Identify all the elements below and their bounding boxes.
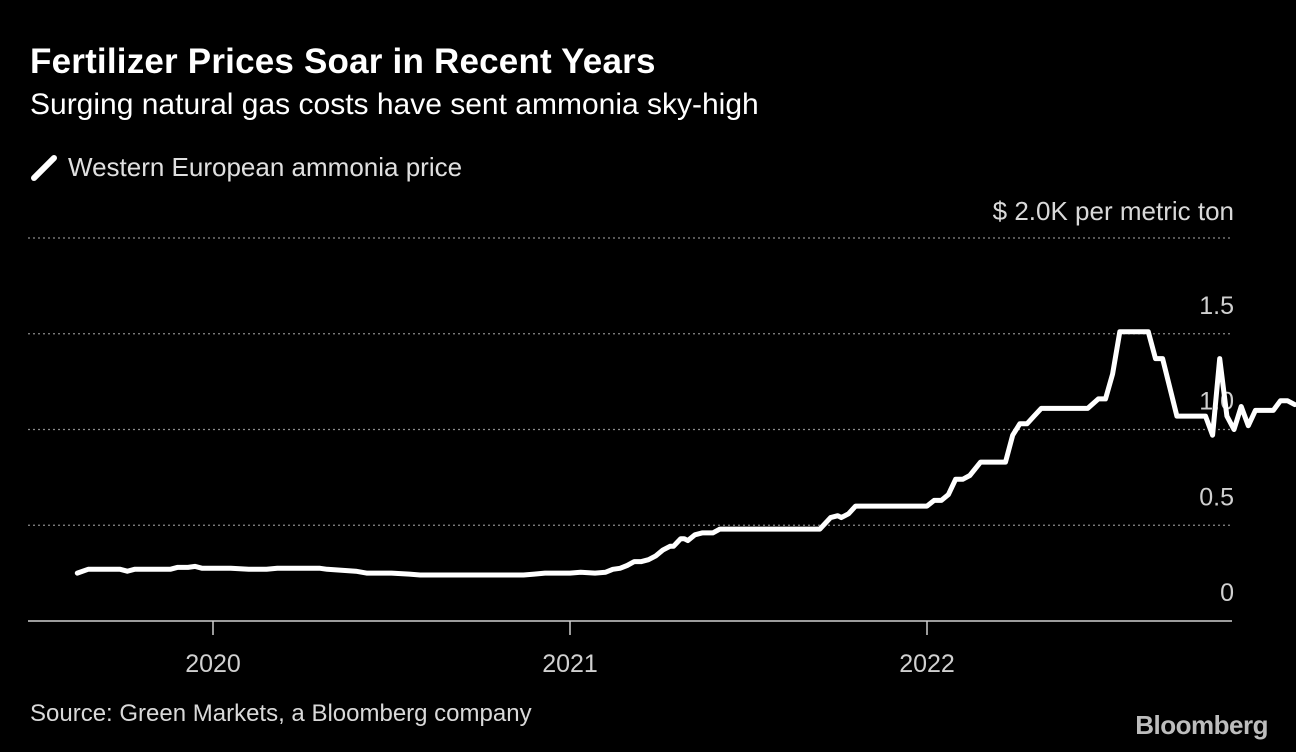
series-line bbox=[74, 329, 1296, 578]
legend: Western European ammonia price bbox=[30, 152, 462, 183]
source-note: Source: Green Markets, a Bloomberg compa… bbox=[30, 700, 532, 727]
x-tick-label: 2021 bbox=[542, 650, 598, 678]
y-tick-label: 0 bbox=[1220, 579, 1234, 607]
line-icon bbox=[31, 154, 57, 181]
x-tick-label: 2022 bbox=[899, 650, 955, 678]
x-tick-label: 2020 bbox=[185, 650, 241, 678]
legend-label: Western European ammonia price bbox=[68, 152, 463, 182]
chart-title: Fertilizer Prices Soar in Recent Years bbox=[30, 42, 656, 81]
chart-subtitle: Surging natural gas costs have sent ammo… bbox=[30, 88, 759, 121]
y-unit-label: $ 2.0K per metric ton bbox=[993, 196, 1234, 226]
bloomberg-logo: Bloomberg bbox=[1135, 710, 1268, 740]
y-tick-label: 0.5 bbox=[1199, 483, 1234, 511]
y-tick-label: 1.5 bbox=[1199, 292, 1234, 320]
